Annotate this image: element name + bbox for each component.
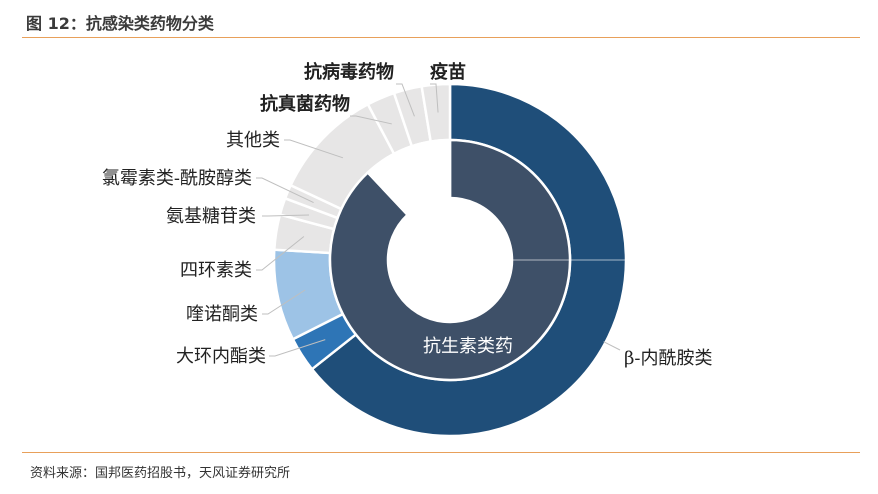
top-divider (22, 37, 860, 38)
outer-segment-label: 四环素类 (180, 260, 252, 281)
inner-segment-1 (366, 138, 452, 217)
leader-line-3 (256, 236, 305, 271)
leader-line-9 (430, 83, 439, 113)
leader-line-6 (284, 139, 344, 159)
leader-line-5 (256, 177, 314, 204)
leader-line-7 (350, 115, 392, 125)
outer-segment-label: β-内酰胺类 (624, 348, 713, 369)
leader-line-8 (396, 83, 415, 117)
inner-segment-0 (328, 138, 572, 382)
source-note: 资料来源：国邦医药招股书，天风证券研究所 (30, 466, 291, 481)
outer-segment-label: 氯霉素类-酰胺醇类 (102, 168, 252, 189)
figure-title: 图 12：抗感染类药物分类 (26, 14, 214, 33)
leader-line-0 (603, 341, 621, 351)
outer-segment-label: 其他类 (226, 130, 280, 151)
outer-segment-label: 喹诺酮类 (186, 304, 258, 325)
outer-segment-label: 疫苗 (430, 61, 466, 83)
leader-line-2 (262, 289, 306, 315)
inner-segment-label: 抗生素类药 (423, 336, 513, 357)
leader-line-1 (269, 339, 326, 357)
outer-segment-label: 氨基糖苷类 (166, 206, 256, 227)
outer-segment-label: 大环内酯类 (176, 346, 266, 367)
leader-line-4 (262, 214, 310, 217)
outer-segment-label: 抗病毒药物 (304, 61, 394, 83)
outer-segment-label: 抗真菌药物 (260, 93, 350, 115)
bottom-divider (22, 452, 860, 453)
